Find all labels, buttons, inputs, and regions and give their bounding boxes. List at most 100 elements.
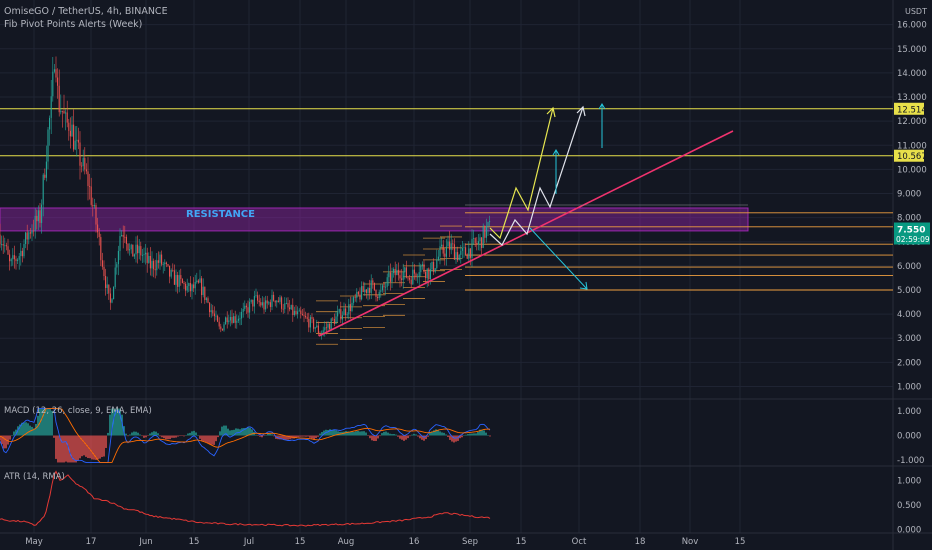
candle-body — [333, 319, 335, 324]
candle-body — [164, 262, 166, 265]
macd-histogram-bar — [323, 430, 325, 436]
macd-histogram-bar — [235, 428, 237, 436]
atr-tick-label: 0.500 — [897, 501, 921, 511]
candle-body — [135, 244, 137, 255]
candle-body — [44, 174, 46, 178]
time-tick-label: Sep — [462, 537, 478, 547]
candle-body — [167, 264, 169, 266]
macd-histogram-bar — [141, 435, 143, 437]
candle-body — [180, 275, 182, 280]
macd-histogram-bar — [53, 435, 55, 438]
candle-body — [74, 140, 76, 150]
candle-body — [433, 261, 435, 272]
level-tag-bg — [894, 149, 924, 162]
macd-histogram-bar — [395, 434, 397, 436]
candle-body — [201, 278, 203, 295]
candle-body — [33, 230, 35, 232]
candle-body — [370, 280, 372, 293]
macd-histogram-bar — [103, 435, 105, 457]
macd-histogram-bar — [249, 427, 251, 436]
candle-body — [290, 304, 292, 310]
candle-body — [140, 246, 142, 256]
candle-body — [121, 235, 123, 237]
projection-white-arrowhead — [576, 105, 586, 117]
macd-histogram-bar — [127, 435, 129, 437]
macd-histogram-bar — [349, 431, 351, 436]
candle-body — [261, 302, 263, 306]
candle-body — [327, 323, 329, 328]
projection-teal-down-arrowhead — [579, 281, 588, 290]
price-tick-label: 10.000 — [897, 165, 927, 175]
macd-histogram-bar — [381, 433, 383, 436]
macd-histogram-bar — [193, 430, 195, 436]
macd-title: MACD (12, 26, close, 9, EMA, EMA) — [4, 406, 152, 416]
drawings — [318, 103, 748, 337]
macd-histogram-bar — [481, 429, 483, 436]
macd-histogram-bar — [21, 422, 23, 436]
candle-body — [463, 247, 465, 249]
macd-histogram-bar — [165, 435, 167, 440]
candle-body — [391, 273, 393, 282]
candle-body — [237, 318, 239, 321]
macd-histogram-bar — [157, 433, 159, 436]
candle-body — [397, 269, 399, 276]
candle-body — [63, 111, 65, 114]
candle-body — [210, 310, 212, 313]
candle-body — [471, 238, 473, 258]
resistance-label: RESISTANCE — [186, 209, 255, 220]
candle-body — [405, 267, 407, 278]
candle-body — [116, 264, 118, 268]
candle-body — [263, 302, 265, 310]
macd-histogram-bar — [257, 435, 259, 436]
candle-body — [365, 289, 367, 293]
macd-histogram-bar — [199, 435, 201, 439]
macd-histogram-bar — [261, 435, 263, 438]
macd-histogram-bar — [247, 427, 249, 436]
macd-histogram-bar — [355, 431, 357, 436]
macd-histogram-bar — [67, 435, 69, 463]
candle-body — [351, 302, 353, 312]
macd-histogram-bar — [173, 435, 175, 438]
macd-histogram-bar — [211, 435, 213, 445]
candle-body — [413, 269, 415, 274]
candle-body — [431, 261, 433, 270]
macd-histogram-bar — [317, 435, 319, 437]
macd-histogram-bar — [55, 435, 57, 459]
candle-body — [146, 252, 148, 263]
projection-teal-arrowhead — [598, 103, 606, 110]
candle-body — [362, 286, 364, 293]
macd-histogram-bar — [179, 435, 181, 437]
macd-histogram-bar — [477, 432, 479, 436]
macd-histogram-bar — [45, 408, 47, 436]
candle-body — [274, 300, 276, 303]
macd-histogram-bar — [439, 431, 441, 436]
candle-body — [308, 318, 310, 328]
candle-body — [394, 268, 396, 276]
candle-body — [306, 317, 308, 319]
candle-body — [410, 279, 412, 285]
candle-body — [93, 204, 95, 207]
macd-histogram-bar — [227, 428, 229, 436]
macd-histogram-bar — [417, 435, 419, 437]
candle-body — [143, 254, 145, 256]
candle-body — [73, 124, 75, 150]
candle-body — [149, 256, 151, 269]
macd-histogram-bar — [91, 435, 93, 460]
candle-body — [90, 186, 92, 205]
macd-histogram-bar — [177, 435, 179, 437]
candle-body — [346, 314, 348, 316]
candle-body — [372, 280, 374, 283]
macd-histogram-bar — [225, 425, 227, 436]
macd-histogram-bar — [421, 435, 423, 440]
candle-body — [137, 244, 139, 254]
atr-pane — [0, 470, 491, 527]
candle-body — [17, 259, 19, 261]
time-tick-label: 18 — [635, 537, 646, 547]
candle-body — [226, 317, 228, 323]
macd-histogram-bar — [215, 435, 217, 442]
macd-histogram-bar — [151, 432, 153, 436]
macd-histogram-bar — [113, 408, 115, 436]
candle-body — [34, 215, 36, 231]
